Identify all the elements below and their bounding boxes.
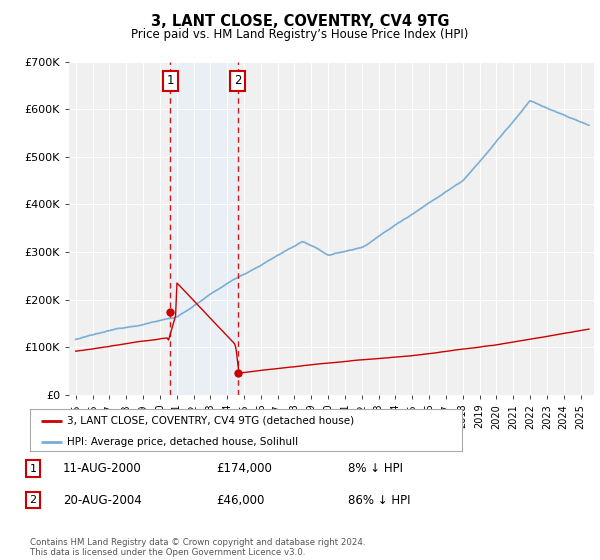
- Text: Price paid vs. HM Land Registry’s House Price Index (HPI): Price paid vs. HM Land Registry’s House …: [131, 28, 469, 41]
- Text: 3, LANT CLOSE, COVENTRY, CV4 9TG: 3, LANT CLOSE, COVENTRY, CV4 9TG: [151, 14, 449, 29]
- Text: 2: 2: [234, 74, 241, 87]
- Text: 1: 1: [167, 74, 174, 87]
- Text: 20-AUG-2004: 20-AUG-2004: [63, 493, 142, 507]
- Bar: [170, 62, 238, 395]
- Text: 8% ↓ HPI: 8% ↓ HPI: [348, 462, 403, 475]
- Text: HPI: Average price, detached house, Solihull: HPI: Average price, detached house, Soli…: [67, 437, 298, 446]
- Text: 86% ↓ HPI: 86% ↓ HPI: [348, 493, 410, 507]
- Text: 3, LANT CLOSE, COVENTRY, CV4 9TG (detached house): 3, LANT CLOSE, COVENTRY, CV4 9TG (detach…: [67, 416, 354, 426]
- Text: 1: 1: [29, 464, 37, 474]
- Text: 2: 2: [29, 495, 37, 505]
- Text: £174,000: £174,000: [216, 462, 272, 475]
- Text: Contains HM Land Registry data © Crown copyright and database right 2024.
This d: Contains HM Land Registry data © Crown c…: [30, 538, 365, 557]
- Text: 11-AUG-2000: 11-AUG-2000: [63, 462, 142, 475]
- Text: £46,000: £46,000: [216, 493, 265, 507]
